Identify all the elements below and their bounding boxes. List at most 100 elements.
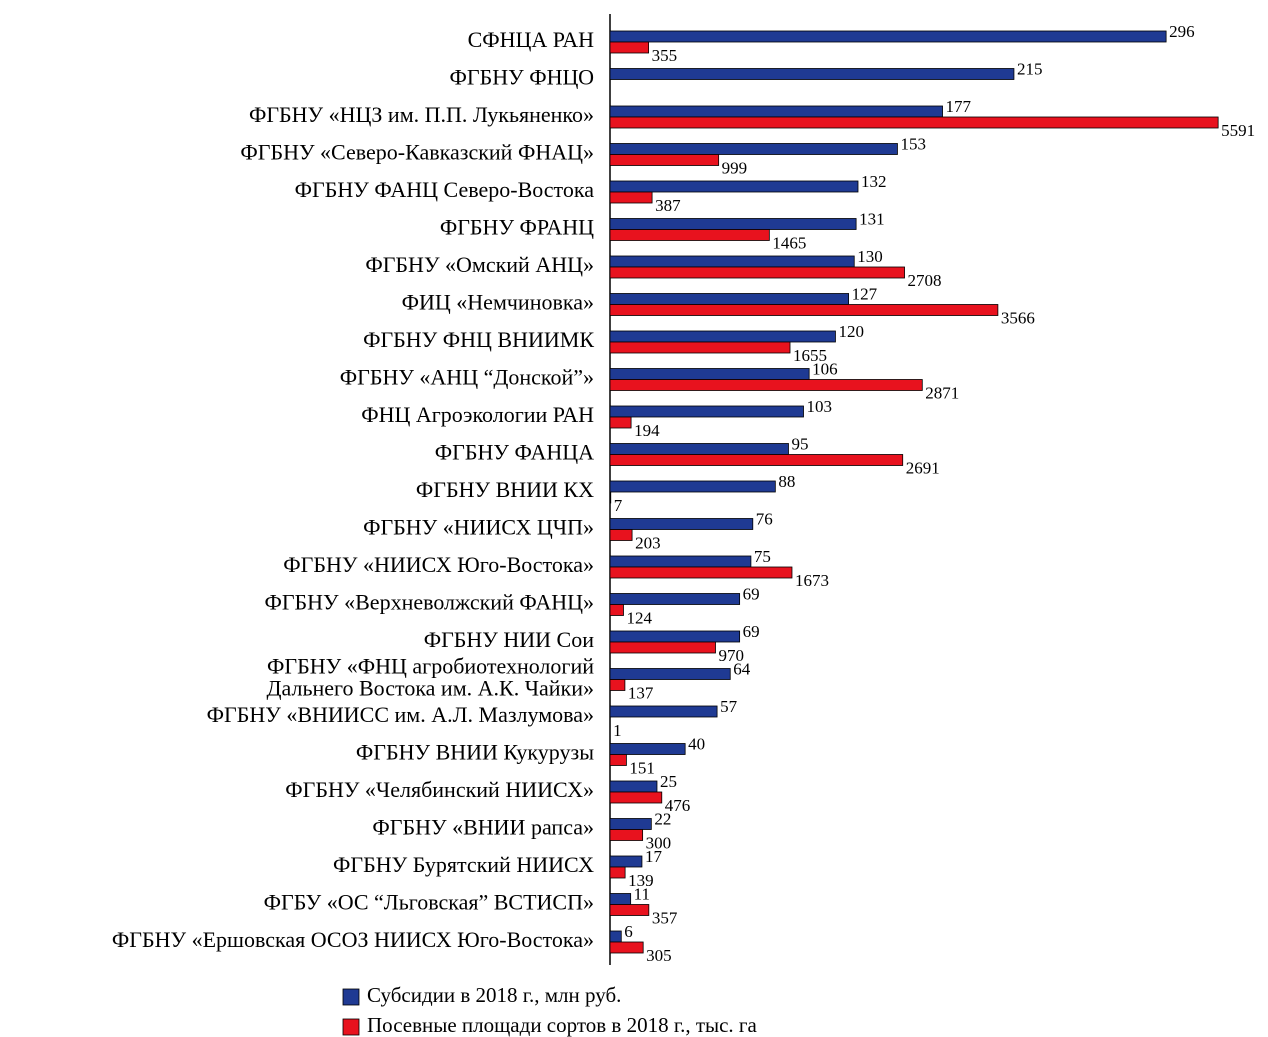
value-label: 300 [646,833,672,852]
bar [609,218,857,230]
value-label: 355 [652,46,678,65]
value-label: 387 [655,196,681,215]
value-label: 215 [1017,59,1043,78]
category-label: ФГБНУ «Северо-Кавказский ФНАЦ» [240,140,594,165]
value-label: 106 [812,359,838,378]
bar [609,566,793,579]
bar [609,191,653,204]
value-label: 2691 [906,458,940,477]
category-label: ФГБНУ «АНЦ “Донской”» [340,365,594,390]
value-label: 69 [743,584,760,603]
value-label: 75 [754,547,771,566]
category-label: ФГБНУ «Омский АНЦ» [365,252,594,277]
bar [609,555,752,568]
bar [609,405,804,418]
value-label: 2708 [908,271,942,290]
value-label: 476 [665,796,691,815]
bar [609,266,905,279]
value-label: 120 [838,322,864,341]
value-label: 296 [1169,22,1195,41]
bar [609,379,923,391]
value-label: 130 [857,247,883,266]
bar [609,330,836,343]
value-label: 22 [654,809,671,828]
bar [609,341,791,354]
bar [609,855,643,868]
category-label: ФГБНУ «Ершовская ОСОЗ НИИСХ Юго-Востока» [112,927,594,952]
bar [609,791,663,804]
value-label: 139 [628,871,654,890]
category-label: ФГБНУ ФНЦ ВНИИМК [363,327,594,352]
category-label: ФГБНУ «НИИСХ ЦЧП» [363,515,594,540]
bar [609,866,626,879]
category-label: ФГБНУ «Верхневолжский ФАНЦ» [264,590,594,615]
category-label: ФГБУ «ОС “Льговская” ВСТИСП» [264,890,594,915]
category-label: ФГБНУ «ВНИИ рапса» [372,815,594,840]
value-label: 57 [720,697,738,716]
bar [609,255,855,268]
category-label: ФГБНУ «Челябинский НИИСХ» [285,777,594,802]
bar [609,143,898,155]
value-label: 194 [634,421,660,440]
value-label: 5591 [1221,121,1255,140]
bar [609,743,686,755]
legend-label: Посевные площади сортов в 2018 г., тыс. … [367,1013,758,1037]
bar [609,941,644,954]
value-label: 76 [756,509,773,528]
value-label: 40 [688,734,705,753]
bar [609,180,859,193]
value-label: 357 [652,908,678,927]
value-label: 17 [645,847,663,866]
value-label: 69 [743,622,760,641]
value-label: 970 [719,646,745,665]
category-label: ФГБНУ НИИ Сои [424,627,595,652]
bar [609,930,622,943]
category-label: СФНЦА РАН [468,27,595,52]
bar [609,593,741,605]
bar [609,105,943,118]
bar [609,529,633,541]
category-label: ФГБНУ «НИИСХ Юго-Востока» [283,552,594,577]
bar [609,829,644,841]
legend-swatch [342,988,360,1006]
value-label: 25 [660,772,677,791]
bar [609,368,810,380]
category-label: ФГБНУ ФНЦО [450,65,594,90]
bar [609,518,754,530]
bar [609,705,718,718]
bar [609,630,741,643]
value-label: 203 [635,533,661,552]
bar [609,780,658,793]
bar [609,68,1015,80]
bar [609,41,650,54]
bar [609,454,904,466]
value-label: 1 [613,721,622,740]
category-label: ФНЦ Агроэкологии РАН [361,402,594,427]
category-label: ФГБНУ ФАНЦ Северо-Востока [295,177,595,202]
bar [609,30,1167,43]
value-label: 2871 [925,383,959,402]
value-label: 177 [946,97,972,116]
category-label: ФГБНУ «ВНИИСС им. А.Л. Мазлумова» [207,702,594,727]
bar [609,893,632,905]
value-label: 305 [646,946,672,965]
category-label: ФГБНУ ФАНЦА [435,440,594,465]
category-label: ФГБНУ ВНИИ КХ [416,477,594,502]
value-label: 124 [626,608,652,627]
bar [609,641,716,654]
value-label: 103 [807,397,833,416]
value-label: 131 [859,209,885,228]
legend-label: Субсидии в 2018 г., млн руб. [367,983,621,1007]
category-label: ФГБНУ «НЦЗ им. П.П. Лукьяненко» [249,102,594,127]
bar [609,818,652,830]
value-label: 1655 [793,346,827,365]
legend-swatch [342,1018,360,1036]
bar [609,491,612,504]
category-label: ФГБНУ «ФНЦ агробиотехнологий Дальнего Вос… [267,654,595,701]
bar [609,116,1219,129]
bar [609,229,770,241]
bar [609,679,626,691]
value-label: 137 [628,683,654,702]
value-label: 6 [624,922,633,941]
